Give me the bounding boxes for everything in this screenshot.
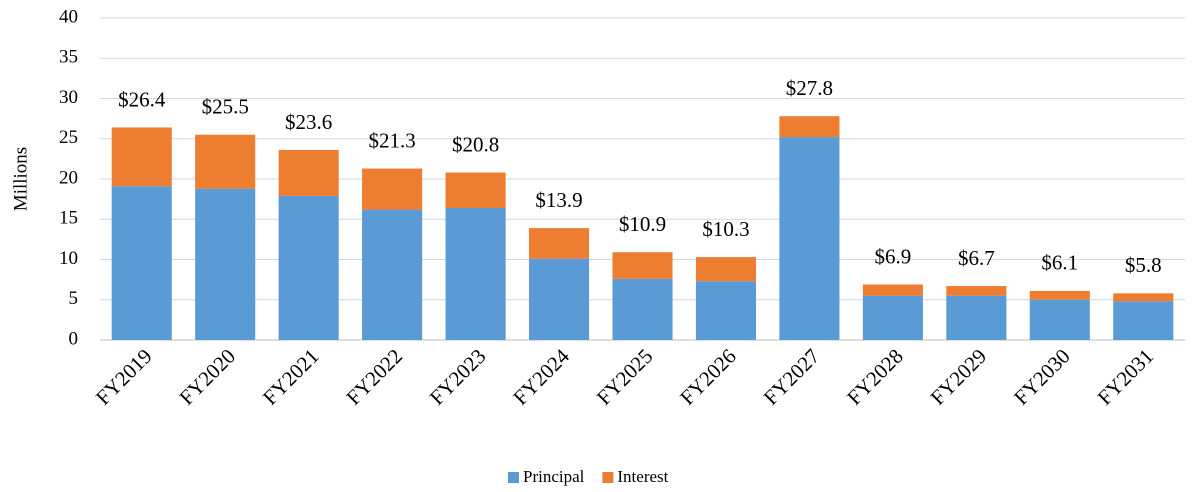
bar-segment bbox=[195, 134, 256, 189]
y-tick-label: 40 bbox=[59, 6, 78, 27]
y-tick-label: 30 bbox=[59, 87, 78, 108]
total-label: $6.9 bbox=[875, 244, 912, 268]
total-label: $6.7 bbox=[958, 246, 995, 270]
x-tick-label: FY2025 bbox=[592, 344, 658, 410]
bar-segment bbox=[362, 209, 423, 340]
total-label: $5.8 bbox=[1125, 253, 1162, 277]
x-tick-label: FY2020 bbox=[174, 344, 240, 410]
bar-segment bbox=[195, 188, 256, 340]
bar-segment bbox=[862, 295, 923, 340]
bar-segment bbox=[779, 116, 840, 138]
legend-label: Interest bbox=[617, 467, 668, 486]
total-label: $27.8 bbox=[786, 76, 833, 100]
y-tick-label: 0 bbox=[69, 328, 79, 349]
bar-segment bbox=[362, 168, 423, 210]
total-label: $10.3 bbox=[702, 217, 749, 241]
bar-segment bbox=[1113, 293, 1174, 302]
x-tick-label: FY2022 bbox=[341, 344, 407, 410]
bar-segment bbox=[111, 127, 172, 187]
bar-segment bbox=[528, 228, 590, 259]
x-tick-label: FY2029 bbox=[926, 344, 992, 410]
x-tick-label: FY2019 bbox=[91, 344, 157, 410]
total-label: $10.9 bbox=[619, 212, 666, 236]
x-tick-label: FY2021 bbox=[258, 344, 324, 410]
bar-segment bbox=[1029, 299, 1090, 340]
total-label: $20.8 bbox=[452, 132, 499, 156]
y-tick-label: 5 bbox=[69, 288, 79, 309]
bar-segment bbox=[278, 150, 339, 196]
bar-segment bbox=[528, 258, 590, 340]
y-tick-label: 20 bbox=[59, 167, 78, 188]
bar-segment bbox=[111, 186, 172, 340]
bar-segment bbox=[612, 278, 673, 340]
x-tick-label: FY2030 bbox=[1009, 344, 1075, 410]
x-tick-label: FY2031 bbox=[1093, 344, 1159, 410]
bar-segment bbox=[445, 207, 506, 340]
x-tick-label: FY2024 bbox=[508, 344, 574, 410]
x-tick-label: FY2023 bbox=[425, 344, 491, 410]
y-tick-label: 25 bbox=[59, 127, 78, 148]
x-tick-label: FY2028 bbox=[842, 344, 908, 410]
bar-segment bbox=[1029, 290, 1090, 300]
bar-segment bbox=[1113, 301, 1174, 340]
total-label: $25.5 bbox=[202, 95, 249, 119]
total-label: $21.3 bbox=[368, 128, 415, 152]
legend-label: Principal bbox=[523, 467, 585, 486]
bar-segment bbox=[779, 137, 840, 340]
legend-swatch bbox=[508, 472, 519, 483]
bar-segment bbox=[862, 284, 923, 296]
bar-segment bbox=[612, 252, 673, 279]
bar-segment bbox=[278, 195, 339, 340]
x-tick-label: FY2027 bbox=[759, 344, 825, 410]
bar-segment bbox=[445, 172, 506, 208]
y-tick-label: 10 bbox=[59, 248, 78, 269]
bar-segment bbox=[695, 257, 757, 282]
total-label: $6.1 bbox=[1041, 251, 1078, 275]
total-label: $13.9 bbox=[535, 188, 582, 212]
y-axis-label: Millions bbox=[10, 147, 31, 211]
y-tick-label: 15 bbox=[59, 208, 78, 229]
x-tick-label: FY2026 bbox=[675, 344, 741, 410]
bar-segment bbox=[695, 281, 757, 340]
total-label: $26.4 bbox=[118, 87, 166, 111]
total-label: $23.6 bbox=[285, 110, 332, 134]
bar-segment bbox=[946, 295, 1007, 340]
legend-swatch bbox=[602, 472, 614, 483]
bar-segment bbox=[946, 286, 1007, 296]
y-tick-label: 35 bbox=[59, 47, 78, 68]
